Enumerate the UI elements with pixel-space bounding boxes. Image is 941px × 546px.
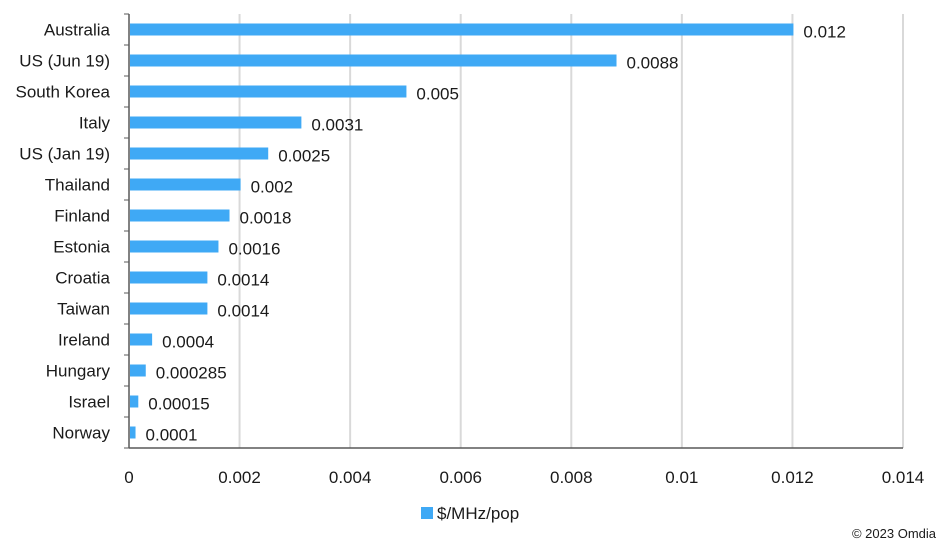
data-label: 0.0004 [162, 333, 214, 352]
x-tick-label: 0 [124, 468, 133, 487]
legend-label: $/MHz/pop [437, 504, 519, 523]
x-tick-label: 0.002 [218, 468, 261, 487]
x-tick-label: 0.012 [771, 468, 814, 487]
x-tick-labels: 0 0.002 0.004 0.006 0.008 0.01 0.012 0.014 [124, 468, 924, 487]
copyright-text: © 2023 Omdia [852, 526, 937, 541]
category-label: Finland [54, 207, 110, 226]
data-label: 0.0031 [311, 116, 363, 135]
category-label: Norway [52, 424, 110, 443]
legend: $/MHz/pop [421, 504, 519, 523]
x-tick-label: 0.014 [882, 468, 925, 487]
data-label: 0.012 [803, 23, 846, 42]
category-label: US (Jan 19) [19, 145, 110, 164]
data-label: 0.0025 [278, 147, 330, 166]
bar [130, 302, 208, 315]
data-label: 0.002 [251, 178, 294, 197]
axes [124, 13, 903, 449]
data-label: 0.0016 [228, 240, 280, 259]
category-label: Estonia [53, 238, 110, 257]
data-label: 0.000285 [156, 364, 227, 383]
bar [130, 23, 794, 36]
category-label: Croatia [55, 269, 110, 288]
grid-lines [238, 14, 904, 448]
bar [130, 426, 136, 439]
category-label: Australia [44, 21, 111, 40]
data-label: 0.0018 [240, 209, 292, 228]
bar [130, 364, 146, 377]
data-label: 0.0014 [217, 302, 269, 321]
bar [130, 54, 617, 67]
x-tick-label: 0.006 [439, 468, 482, 487]
legend-swatch [421, 507, 433, 519]
data-label: 0.005 [416, 85, 459, 104]
bar [130, 395, 139, 408]
category-label: US (Jun 19) [19, 52, 110, 71]
category-label: Ireland [58, 331, 110, 350]
x-tick-label: 0.01 [665, 468, 698, 487]
category-label: Hungary [46, 362, 111, 381]
bar [130, 271, 208, 284]
data-labels: 0.012 0.0088 0.005 0.0031 0.0025 0.002 0.0018 0… [146, 23, 846, 445]
bar [130, 240, 219, 253]
category-label: Taiwan [57, 300, 110, 319]
category-label: Thailand [45, 176, 110, 195]
data-label: 0.0014 [217, 271, 269, 290]
data-label: 0.0001 [146, 426, 198, 445]
category-label: South Korea [15, 83, 110, 102]
bars [130, 23, 794, 439]
bar [130, 85, 407, 98]
category-labels: Australia US (Jun 19) South Korea Italy US (… [15, 21, 110, 443]
category-label: Italy [79, 114, 111, 133]
data-label: 0.00015 [148, 395, 209, 414]
category-label: Israel [68, 393, 110, 412]
bar [130, 116, 302, 129]
bar [130, 178, 241, 191]
bar [130, 209, 230, 222]
data-label: 0.0088 [627, 54, 679, 73]
bar [130, 333, 153, 346]
x-tick-label: 0.008 [550, 468, 593, 487]
x-tick-label: 0.004 [329, 468, 372, 487]
bar [130, 147, 269, 160]
